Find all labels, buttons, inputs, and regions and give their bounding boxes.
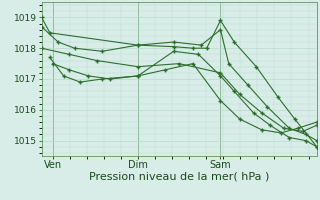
X-axis label: Pression niveau de la mer( hPa ): Pression niveau de la mer( hPa ) — [89, 172, 269, 182]
